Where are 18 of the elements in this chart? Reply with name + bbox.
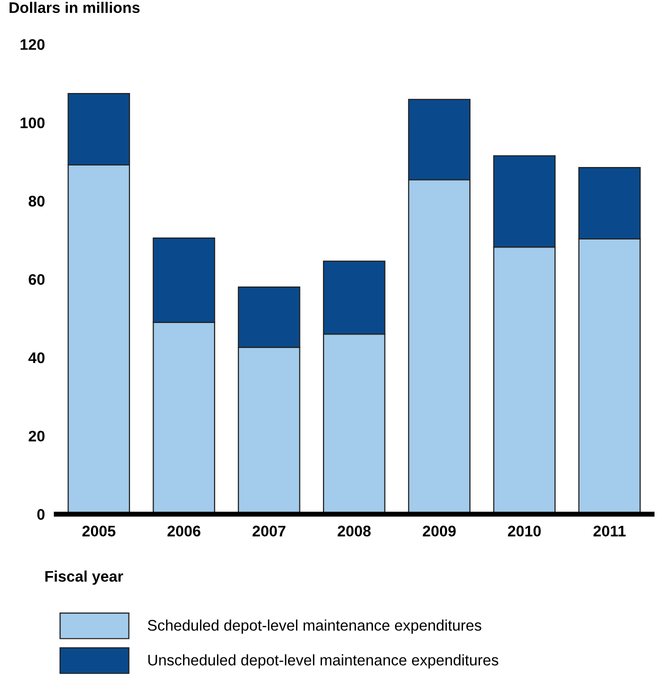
x-tick-label: 2009 [422,526,456,536]
x-tick-label: 2011 [593,526,626,536]
x-tick-label: 2006 [167,526,200,536]
legend-label: Unscheduled depot-level maintenance expenditures [148,654,498,669]
x-axis-title: Fiscal year [45,570,124,585]
y-tick-label: 40 [28,352,45,364]
y-tick-label: 0 [37,509,45,520]
x-tick-label: 2010 [508,526,541,536]
y-tick-label: 80 [28,196,45,207]
legend-label: Scheduled depot-level maintenance expenditures [148,620,482,634]
y-tick-label: 60 [28,274,45,285]
x-tick-label: 2008 [338,526,371,536]
y-tick-label: 20 [28,430,45,442]
y-tick-label: 120 [20,39,45,50]
x-tick-label: 2007 [252,526,286,536]
y-axis-title: Dollars in millions [10,2,140,14]
y-tick-label: 100 [20,117,45,128]
x-tick-label: 2005 [82,526,116,536]
